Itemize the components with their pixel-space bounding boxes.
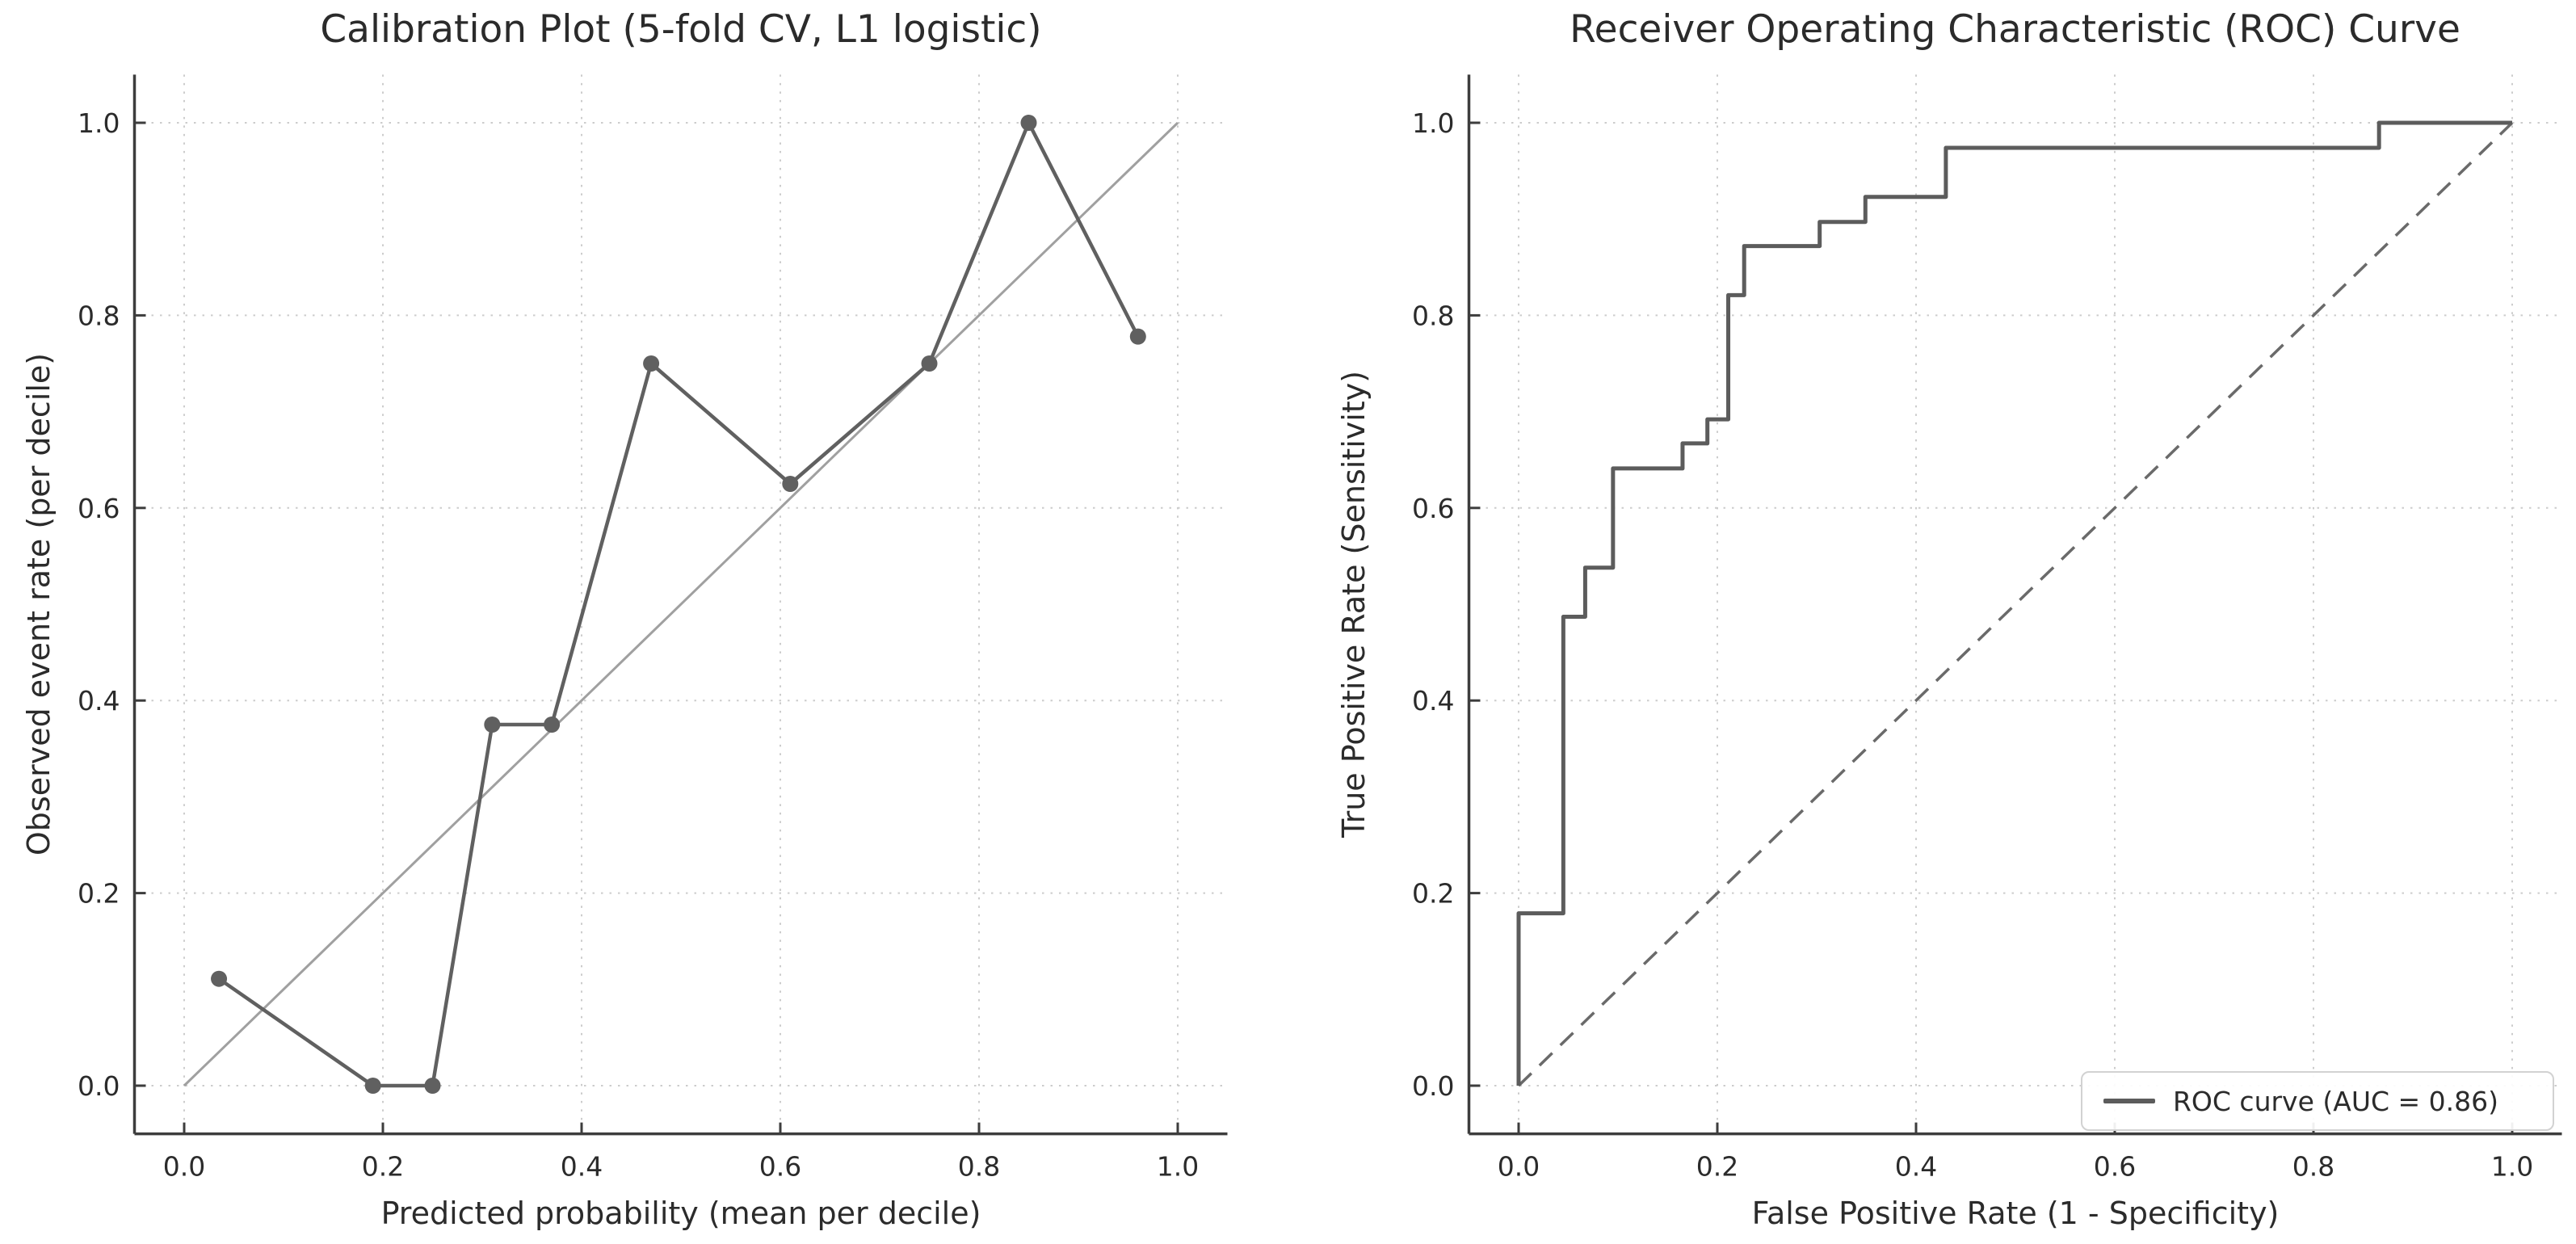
calibration-chart-title: Calibration Plot (5-fold CV, L1 logistic… [320, 7, 1042, 52]
x-tick-label: 0.2 [362, 1151, 404, 1183]
chance-diagonal-line [1517, 121, 2514, 1087]
roc-plot-area: 0.0 0.2 0.4 0.6 0.8 1.0 0.0 0.2 0.4 0.6 0.8 1.0 [1412, 74, 2562, 1183]
perfect-calibration-diagonal-line [183, 121, 1179, 1087]
x-tick-label: 0.0 [163, 1151, 205, 1183]
y-tick-label: 0.0 [78, 1070, 120, 1102]
y-tick-label: 0.8 [78, 300, 120, 331]
x-tick-label: 0.8 [958, 1151, 1000, 1183]
x-tick-label: 1.0 [2491, 1151, 2533, 1183]
x-tick-label: 0.2 [1696, 1151, 1738, 1183]
y-tick-label: 0.4 [1412, 685, 1454, 717]
observed-calibration-marker [1129, 328, 1146, 345]
y-tick-label: 0.2 [1412, 878, 1454, 910]
y-tick-label: 0.2 [78, 878, 120, 910]
x-tick-label: 0.6 [759, 1151, 801, 1183]
calibration-plot-area: 0.0 0.2 0.4 0.6 0.8 1.0 0.0 0.2 0.4 0.6 0.8 1.0 [78, 74, 1228, 1183]
observed-calibration-line [217, 120, 1140, 1088]
roc-chart-title: Receiver Operating Characteristic (ROC) … [1570, 7, 2460, 52]
calibration-x-axis-label: Predicted probability (mean per decile) [380, 1196, 981, 1231]
y-tick-label: 0.8 [1412, 300, 1454, 331]
observed-calibration-marker [921, 355, 938, 372]
roc-legend-label: ROC curve (AUC = 0.86) [2173, 1085, 2499, 1117]
roc-legend: ROC curve (AUC = 0.86) [2081, 1071, 2554, 1131]
observed-calibration-marker [211, 970, 228, 987]
observed-calibration-marker [484, 717, 501, 733]
observed-calibration-marker [544, 717, 561, 733]
x-tick-label: 0.0 [1498, 1151, 1540, 1183]
observed-calibration-marker [364, 1078, 381, 1094]
x-tick-label: 1.0 [1157, 1151, 1199, 1183]
x-tick-label: 0.8 [2292, 1151, 2334, 1183]
observed-calibration-marker [424, 1078, 441, 1094]
observed-calibration-marker [643, 355, 660, 372]
observed-calibration-marker [1020, 115, 1037, 131]
roc-curve-legend-swatch [2103, 1099, 2155, 1103]
y-tick-label: 1.0 [1412, 107, 1454, 139]
roc-curve-line [1516, 120, 2512, 1086]
y-tick-label: 0.6 [1412, 493, 1454, 524]
x-tick-label: 0.4 [1895, 1151, 1937, 1183]
observed-calibration-marker [782, 476, 799, 492]
y-tick-label: 0.4 [78, 685, 120, 717]
x-tick-label: 0.4 [561, 1151, 603, 1183]
roc-x-axis-label: False Positive Rate (1 - Specificity) [1751, 1196, 2280, 1231]
y-tick-label: 1.0 [78, 107, 120, 139]
y-tick-label: 0.0 [1412, 1070, 1454, 1102]
x-tick-label: 0.6 [2094, 1151, 2136, 1183]
y-tick-label: 0.6 [78, 493, 120, 524]
